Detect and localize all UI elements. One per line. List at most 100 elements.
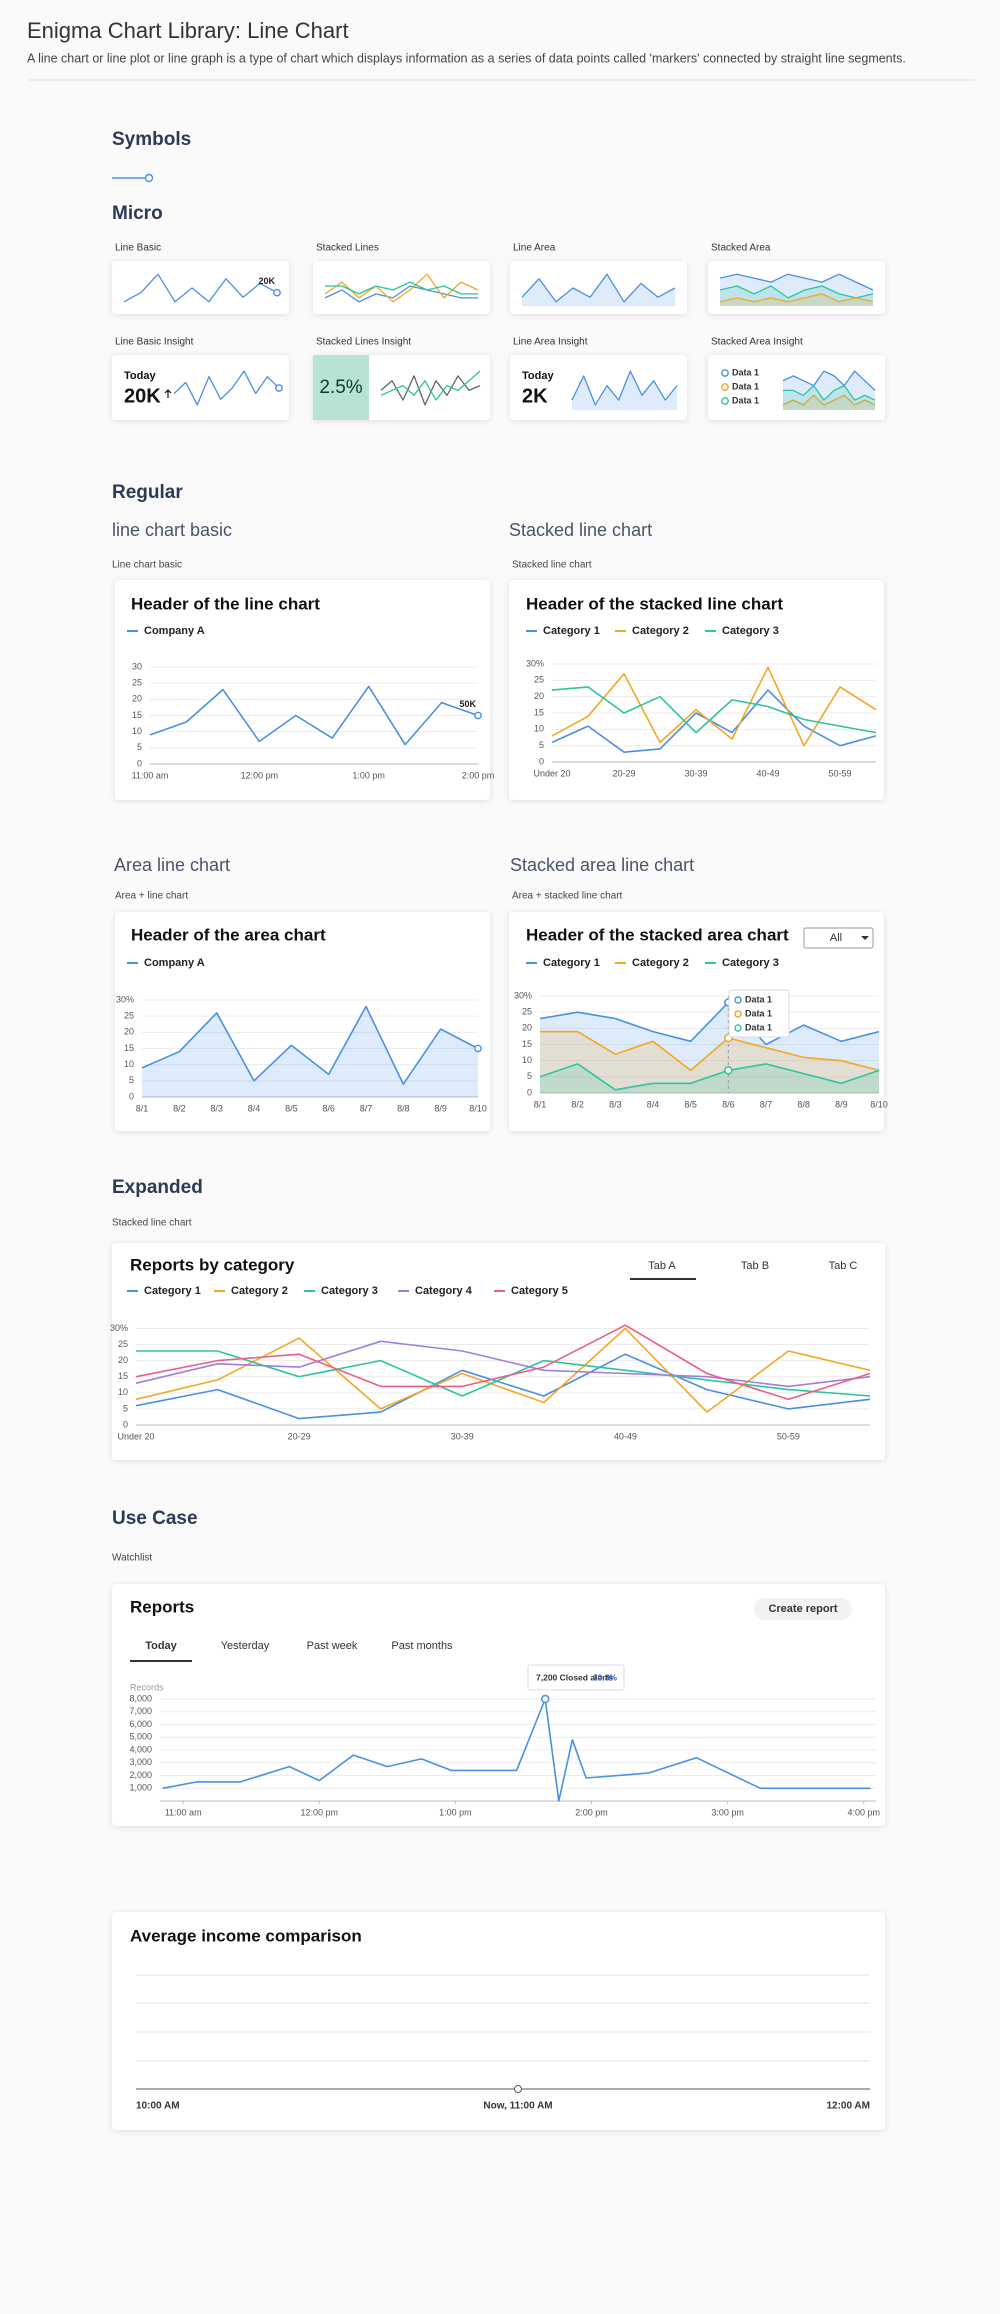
x-tick-label: 8/6: [722, 1099, 735, 1109]
button-label[interactable]: Create report: [768, 1603, 837, 1615]
button[interactable]: [754, 1598, 852, 1620]
section-title: Use Case: [112, 1508, 198, 1529]
empty-chart: 10:00 AM Now, 11:00 AM 12:00 AM: [136, 1974, 870, 2112]
card-title: Header of the stacked line chart: [526, 594, 783, 613]
x-tick-label: 8/7: [360, 1103, 373, 1113]
area-fill: [522, 274, 675, 306]
legend-label: Data 1: [732, 381, 759, 391]
micro-label: Stacked Area: [711, 243, 771, 254]
x-tick-label: 8/9: [434, 1103, 447, 1113]
y-tick-label: 25: [132, 678, 142, 688]
line: [162, 1698, 871, 1802]
tab[interactable]: Past months: [391, 1640, 453, 1652]
x-tick-label: 8/10: [870, 1099, 888, 1109]
x-tick-label: 8/2: [571, 1099, 584, 1109]
tooltip-label: Data 1: [745, 1008, 772, 1018]
tooltip-change: 10.8%: [593, 1672, 618, 1682]
line: [380, 375, 481, 406]
y-tick-label: 0: [129, 1091, 134, 1101]
x-tick-label: 2:00 pm: [575, 1807, 608, 1817]
hover-marker: [724, 1066, 733, 1075]
y-tick-label: 5: [129, 1075, 134, 1085]
card: [708, 355, 885, 420]
dropdown-value[interactable]: All: [830, 932, 842, 944]
tooltip-label: 7,200 Closed alerts: [536, 1672, 613, 1682]
hover-marker: [540, 1694, 550, 1704]
subsection-title: Stacked area line chart: [510, 855, 694, 875]
x-tick-label: 1:00 pm: [439, 1807, 472, 1817]
kpi-label: Today: [522, 370, 554, 382]
card-title: Average income comparison: [130, 1926, 362, 1945]
page-title: Enigma Chart Library: Line Chart: [27, 18, 349, 43]
card: [112, 261, 289, 314]
tab[interactable]: Yesterday: [221, 1640, 270, 1652]
line: [551, 686, 877, 734]
x-tick-label: Under 20: [533, 768, 570, 778]
x-tick-label: 8/4: [248, 1103, 261, 1113]
tab[interactable]: Past week: [307, 1640, 358, 1652]
page-description: A line chart or line plot or line graph …: [27, 51, 906, 65]
tab[interactable]: Tab A: [648, 1260, 676, 1272]
legend-label: Category 1: [543, 957, 600, 969]
y-tick-label: 4,000: [129, 1744, 152, 1754]
y-tick-label: 25: [118, 1339, 128, 1349]
tooltip: [728, 989, 790, 1038]
axis-label: Records: [130, 1682, 164, 1692]
x-tick-label: 12:00 pm: [241, 770, 279, 780]
y-tick-label: 2,000: [129, 1770, 152, 1780]
card: [112, 1243, 885, 1460]
x-tick-label: 4:00 pm: [847, 1807, 880, 1817]
y-tick-label: 7,000: [129, 1706, 152, 1716]
tab[interactable]: Tab B: [741, 1260, 769, 1272]
y-tick-label: 5: [539, 740, 544, 750]
legend-label: Category 3: [722, 625, 779, 637]
line: [719, 285, 874, 299]
caption: Area + line chart: [115, 891, 188, 902]
legend-label: Category 3: [321, 1285, 378, 1297]
end-marker: [474, 1044, 482, 1053]
caption: Watchlist: [112, 1553, 152, 1564]
legend-label: Category 2: [632, 957, 689, 969]
card: [510, 355, 687, 420]
y-tick-label: 15: [534, 707, 544, 717]
y-tick-label: 15: [124, 1043, 134, 1053]
dropdown[interactable]: [803, 927, 874, 949]
tab[interactable]: Tab C: [829, 1260, 858, 1272]
y-tick-label: 10: [124, 1059, 134, 1069]
end-marker: [474, 711, 482, 720]
legend-label: Category 2: [231, 1285, 288, 1297]
tab[interactable]: Today: [145, 1640, 177, 1652]
x-tick-label: Now, 11:00 AM: [483, 2101, 552, 2112]
card-title: Header of the stacked area chart: [526, 925, 789, 944]
legend-label: Company A: [144, 957, 205, 969]
caption: Stacked line chart: [512, 560, 592, 571]
caption: Stacked line chart: [112, 1218, 192, 1229]
x-tick-label: Under 20: [117, 1431, 154, 1441]
line: [783, 384, 876, 401]
card: [112, 1584, 885, 1826]
micro-label: Stacked Area Insight: [711, 337, 803, 348]
end-marker: [273, 288, 281, 297]
card: [115, 580, 490, 800]
line: [141, 1005, 479, 1085]
area-fill: [783, 385, 875, 410]
y-tick-label: 3,000: [129, 1757, 152, 1767]
y-tick-label: 25: [534, 675, 544, 685]
line: [380, 370, 481, 401]
x-tick-label: 8/4: [647, 1099, 660, 1109]
tooltip-swatch: [734, 996, 742, 1004]
x-tick-label: 1:00 pm: [352, 770, 385, 780]
micro-label: Line Area Insight: [513, 337, 588, 348]
section-title: Symbols: [112, 129, 191, 150]
x-tick-label: 40-49: [614, 1431, 637, 1441]
line: [325, 281, 478, 295]
line: [719, 293, 874, 303]
x-tick-label: 12:00 AM: [826, 2101, 870, 2112]
x-tick-label: 8/3: [210, 1103, 223, 1113]
card: [115, 912, 490, 1131]
legend-label: Category 1: [543, 625, 600, 637]
subsection-title: Area line chart: [114, 855, 230, 875]
x-tick-label: 8/1: [534, 1099, 547, 1109]
x-tick-label: 8/5: [285, 1103, 298, 1113]
x-tick-label: 50-59: [777, 1431, 800, 1441]
